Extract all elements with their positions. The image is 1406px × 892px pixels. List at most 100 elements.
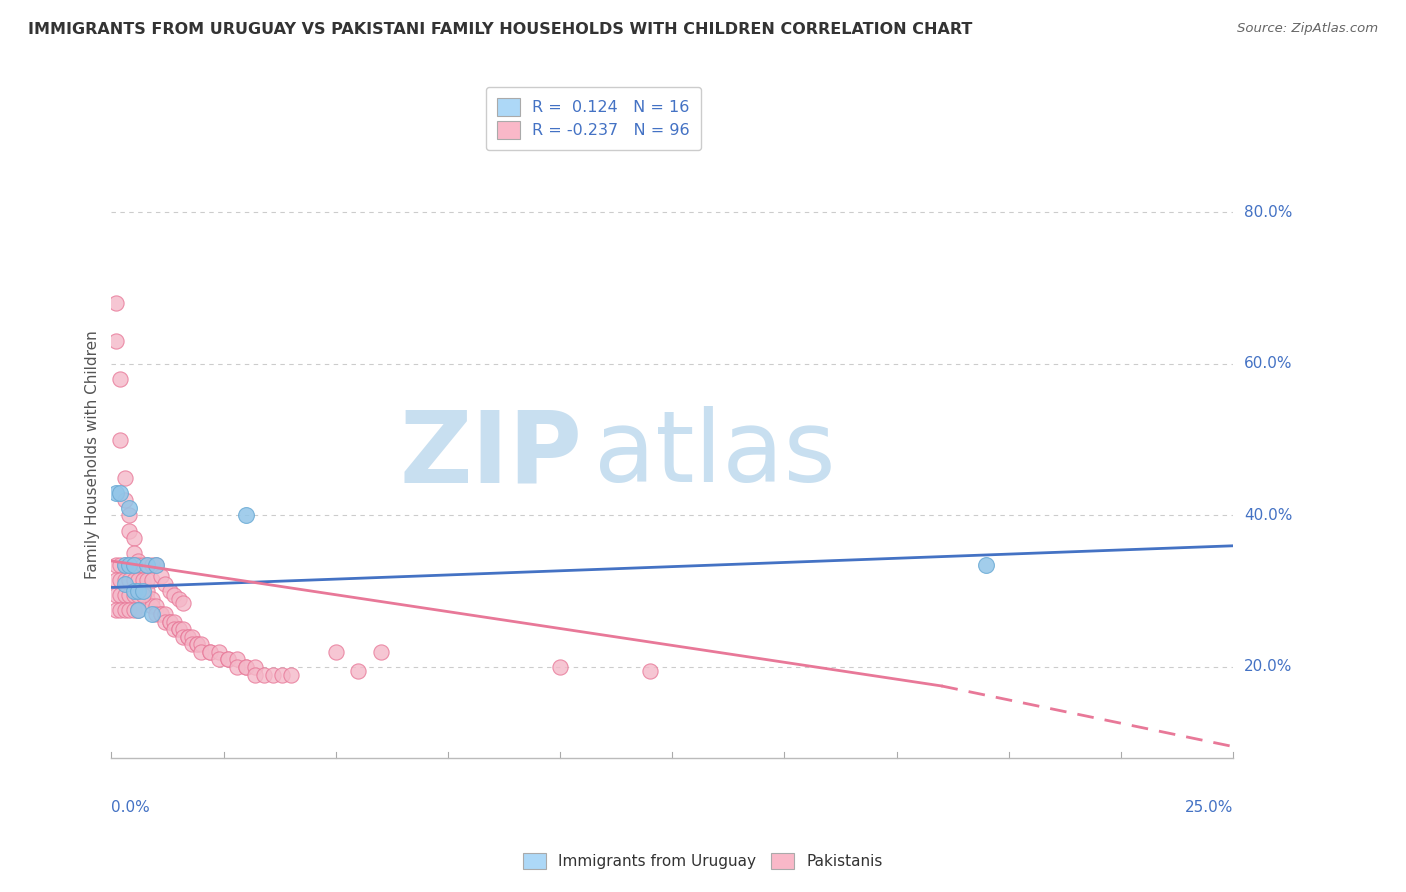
Point [159, 584, 181, 599]
Point [136, 573, 159, 587]
Point [141, 573, 163, 587]
Point [163, 615, 186, 629]
Point [181, 637, 204, 651]
Point [118, 524, 141, 538]
Point [159, 615, 181, 629]
Point [190, 645, 212, 659]
Point [155, 615, 177, 629]
Point [155, 576, 177, 591]
Point [118, 508, 141, 523]
Text: 60.0%: 60.0% [1244, 357, 1292, 371]
Point [114, 573, 136, 587]
Point [176, 630, 198, 644]
Point [217, 652, 239, 666]
Point [235, 660, 257, 674]
Point [145, 558, 167, 572]
Point [176, 630, 198, 644]
Point [127, 558, 149, 572]
Point [159, 615, 181, 629]
Point [167, 622, 190, 636]
Point [104, 485, 127, 500]
Point [638, 664, 661, 678]
Point [198, 645, 221, 659]
Point [122, 584, 145, 599]
Point [280, 667, 302, 681]
Point [243, 667, 266, 681]
Point [104, 603, 127, 617]
Point [104, 296, 127, 310]
Point [141, 607, 163, 621]
Point [136, 591, 159, 606]
Text: 40.0%: 40.0% [1244, 508, 1292, 523]
Point [181, 630, 204, 644]
Point [145, 599, 167, 614]
Point [262, 667, 284, 681]
Point [127, 603, 149, 617]
Point [167, 591, 190, 606]
Point [347, 664, 370, 678]
Point [136, 584, 159, 599]
Point [127, 569, 149, 583]
Point [114, 588, 136, 602]
Text: IMMIGRANTS FROM URUGUAY VS PAKISTANI FAMILY HOUSEHOLDS WITH CHILDREN CORRELATION: IMMIGRANTS FROM URUGUAY VS PAKISTANI FAM… [28, 22, 973, 37]
Point [118, 588, 141, 602]
Point [141, 599, 163, 614]
Point [114, 558, 136, 572]
Point [235, 660, 257, 674]
Point [122, 546, 145, 560]
Point [122, 558, 145, 572]
Point [141, 591, 163, 606]
Legend: R =  0.124   N = 16, R = -0.237   N = 96: R = 0.124 N = 16, R = -0.237 N = 96 [486, 87, 702, 150]
Point [118, 573, 141, 587]
Point [110, 372, 132, 386]
Point [235, 508, 257, 523]
Point [104, 334, 127, 349]
Point [110, 603, 132, 617]
Y-axis label: Family Households with Children: Family Households with Children [86, 331, 100, 579]
Point [198, 645, 221, 659]
Point [118, 558, 141, 572]
Point [149, 607, 172, 621]
Text: ZIP: ZIP [399, 407, 582, 503]
Point [190, 637, 212, 651]
Text: Source: ZipAtlas.com: Source: ZipAtlas.com [1237, 22, 1378, 36]
Text: atlas: atlas [593, 407, 835, 503]
Point [110, 485, 132, 500]
Point [163, 622, 186, 636]
Point [141, 558, 163, 572]
Point [208, 645, 231, 659]
Point [149, 607, 172, 621]
Point [217, 652, 239, 666]
Text: 0.0%: 0.0% [111, 799, 150, 814]
Point [118, 500, 141, 515]
Point [145, 607, 167, 621]
Point [548, 660, 571, 674]
Point [127, 584, 149, 599]
Point [104, 588, 127, 602]
Point [132, 558, 155, 572]
Point [167, 622, 190, 636]
Point [270, 667, 292, 681]
Point [127, 554, 149, 568]
Point [127, 603, 149, 617]
Point [172, 630, 194, 644]
Point [208, 652, 231, 666]
Point [110, 573, 132, 587]
Point [226, 652, 249, 666]
Point [104, 558, 127, 572]
Point [149, 569, 172, 583]
Point [114, 558, 136, 572]
Point [172, 622, 194, 636]
Point [110, 558, 132, 572]
Point [122, 603, 145, 617]
Point [127, 588, 149, 602]
Point [122, 558, 145, 572]
Point [136, 558, 159, 572]
Point [132, 584, 155, 599]
Point [226, 660, 249, 674]
Point [127, 573, 149, 587]
Point [186, 637, 208, 651]
Point [155, 607, 177, 621]
Point [253, 667, 276, 681]
Point [114, 576, 136, 591]
